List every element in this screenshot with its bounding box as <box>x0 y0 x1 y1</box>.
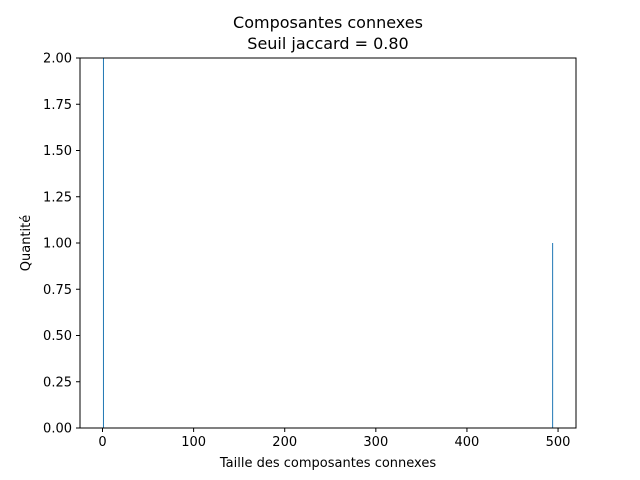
x-tick-label: 300 <box>363 435 388 450</box>
x-tick-label: 500 <box>546 435 571 450</box>
x-ticks: 0 100 200 300 400 500 <box>98 428 570 450</box>
y-tick-label: 0.50 <box>43 329 72 344</box>
bars-layer <box>102 58 554 428</box>
x-tick-label: 400 <box>455 435 480 450</box>
chart-title: Composantes connexes <box>233 13 423 32</box>
plot-frame <box>79 57 577 429</box>
x-axis-label: Taille des composantes connexes <box>219 456 436 471</box>
y-tick-label: 0.00 <box>43 422 72 437</box>
y-tick-label: 1.00 <box>43 237 72 252</box>
y-tick-label: 1.75 <box>43 98 72 113</box>
x-tick-label: 100 <box>181 435 206 450</box>
y-tick-label: 2.00 <box>43 52 72 67</box>
x-tick-label: 0 <box>98 435 106 450</box>
y-ticks: 0.00 0.25 0.50 0.75 1.00 1.25 1.50 1.75 2.00 <box>43 52 80 437</box>
y-tick-label: 1.25 <box>43 190 72 205</box>
bar-1 <box>552 243 554 428</box>
y-tick-label: 0.75 <box>43 283 72 298</box>
chart-subtitle: Seuil jaccard = 0.80 <box>247 34 408 53</box>
y-tick-label: 0.25 <box>43 375 72 390</box>
y-tick-label: 1.50 <box>43 144 72 159</box>
x-tick-label: 200 <box>272 435 297 450</box>
y-axis-label: Quantité <box>19 215 34 271</box>
bar-0 <box>102 58 104 428</box>
